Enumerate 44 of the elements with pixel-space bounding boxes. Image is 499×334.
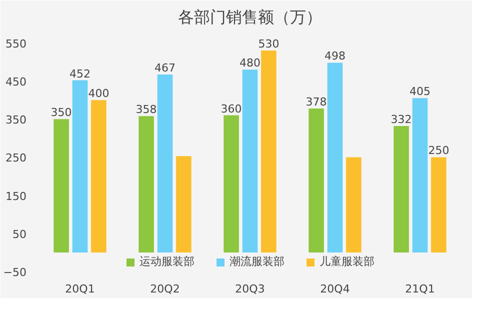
bar xyxy=(157,74,173,252)
y-tick-label: 50 xyxy=(12,228,27,241)
data-label: 405 xyxy=(410,85,430,98)
x-tick-label: 20Q3 xyxy=(235,282,265,296)
y-tick-label: 550 xyxy=(6,37,27,50)
data-label: 250 xyxy=(428,144,450,158)
y-tick-label: 150 xyxy=(6,190,27,203)
data-label: 400 xyxy=(88,87,110,100)
data-label: 480 xyxy=(240,56,260,70)
data-label: 498 xyxy=(324,50,346,63)
x-tick-label: 20Q2 xyxy=(150,282,180,296)
x-tick-label: 20Q1 xyxy=(65,282,95,296)
data-label: 530 xyxy=(258,38,280,51)
bar xyxy=(327,62,343,252)
y-tick-label: 250 xyxy=(6,152,27,165)
bar xyxy=(224,115,239,252)
data-label: 452 xyxy=(70,67,90,80)
chart-title: 各部门销售额（万） xyxy=(178,8,322,26)
bar xyxy=(72,80,88,252)
bar xyxy=(431,157,446,252)
bar xyxy=(346,157,362,252)
data-label: 350 xyxy=(50,106,72,120)
legend-label: 运动服装部 xyxy=(140,254,194,269)
bar xyxy=(138,116,154,252)
y-tick-label: −50 xyxy=(3,266,27,279)
bar xyxy=(308,108,324,252)
bar xyxy=(91,100,106,252)
y-tick-label: 350 xyxy=(6,114,27,127)
bar xyxy=(261,50,276,252)
x-tick-label: 20Q4 xyxy=(320,282,350,296)
y-tick-label: 450 xyxy=(6,76,27,89)
x-tick-label: 21Q1 xyxy=(405,282,435,296)
data-label: 332 xyxy=(390,112,412,126)
bar xyxy=(54,119,69,252)
data-label: 358 xyxy=(136,103,157,116)
data-label: 378 xyxy=(306,95,327,108)
bar xyxy=(242,70,258,252)
bar xyxy=(176,156,192,252)
legend-label: 儿童服装部 xyxy=(320,254,374,269)
data-label: 467 xyxy=(154,62,176,75)
bar xyxy=(412,98,428,252)
legend-label: 潮流服装部 xyxy=(230,254,284,269)
data-label: 360 xyxy=(220,102,242,116)
bar xyxy=(394,126,409,252)
